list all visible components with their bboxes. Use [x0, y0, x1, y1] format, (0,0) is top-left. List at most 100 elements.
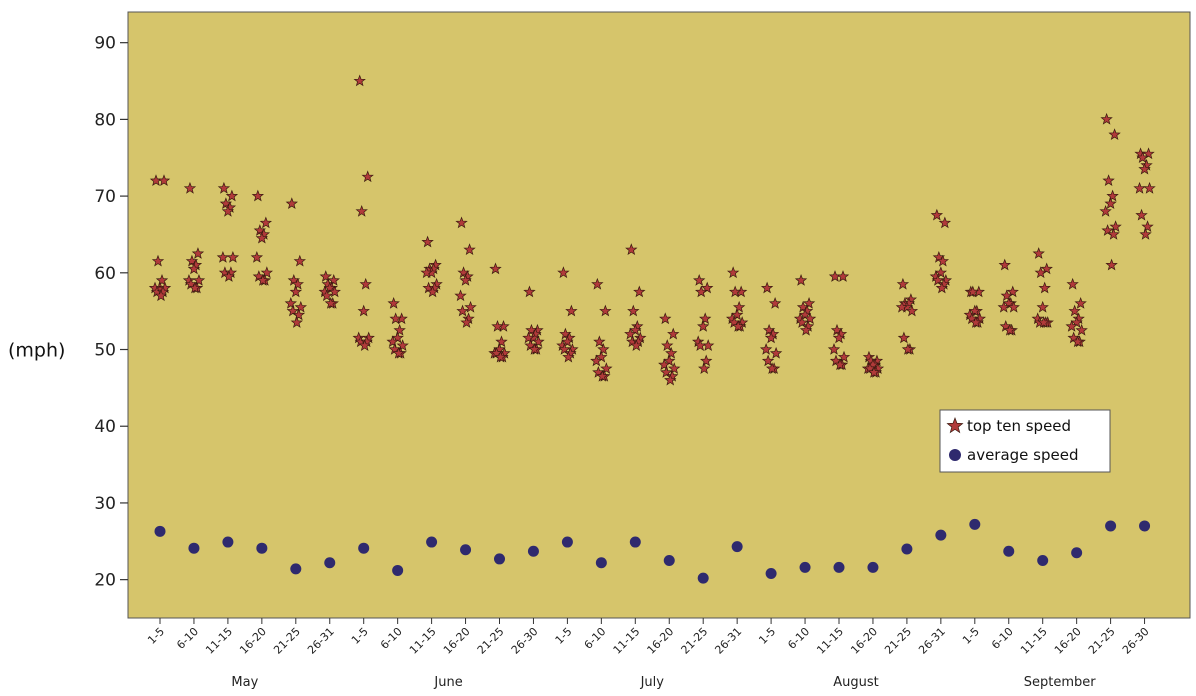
top-speed-star	[1133, 181, 1146, 194]
x-tick-label: 6-10	[378, 625, 405, 652]
top-speed-star	[1101, 224, 1114, 236]
top-speed-star	[930, 208, 944, 221]
top-speed-star	[795, 316, 809, 328]
top-speed-star	[896, 277, 910, 290]
top-speed-star	[565, 304, 578, 317]
top-speed-star	[624, 327, 637, 340]
x-tick-label: 26-31	[712, 625, 744, 657]
average-speed-dot	[222, 536, 234, 548]
x-tick-label: 1-5	[553, 625, 575, 647]
average-speed-dot	[494, 553, 505, 565]
average-speed-dot	[1071, 547, 1083, 559]
legend-label-top-speed: top ten speed	[967, 417, 1071, 435]
top-speed-star	[664, 373, 677, 386]
x-tick-label: 6-10	[174, 625, 201, 652]
average-speed-dot	[527, 545, 539, 557]
average-speed-dot	[901, 543, 913, 555]
top-speed-star	[290, 316, 303, 328]
average-speed-dot	[663, 554, 675, 566]
x-tick-label: 16-20	[645, 625, 677, 657]
top-speed-star	[1135, 208, 1148, 221]
top-speed-star	[658, 358, 671, 371]
top-speed-star	[217, 181, 231, 194]
top-speed-star	[1037, 316, 1050, 328]
top-speed-star	[260, 266, 274, 279]
top-speed-star	[259, 216, 273, 229]
top-speed-star	[460, 316, 473, 328]
x-tick-label: 26-31	[916, 625, 948, 657]
top-speed-star	[392, 346, 405, 359]
top-speed-star	[155, 273, 169, 286]
average-speed-dot	[1003, 545, 1015, 557]
average-speed-dot	[765, 568, 777, 580]
top-speed-star	[593, 335, 606, 348]
x-tick-label: 11-15	[203, 625, 235, 657]
top-speed-star	[1074, 296, 1087, 309]
average-speed-dot	[697, 572, 709, 584]
top-speed-star	[600, 362, 613, 374]
circle-icon	[949, 449, 961, 461]
average-speed-dot	[188, 542, 200, 554]
x-tick-label: 16-20	[1052, 625, 1084, 657]
top-speed-star	[661, 339, 674, 351]
x-tick-label: 6-10	[785, 625, 812, 652]
top-speed-star	[997, 300, 1010, 313]
top-speed-star	[660, 366, 673, 378]
x-tick-label: 26-31	[305, 625, 337, 657]
top-speed-star	[599, 304, 612, 317]
top-speed-star	[188, 281, 202, 294]
average-speed-dot	[833, 561, 845, 573]
top-speed-star	[151, 254, 165, 267]
top-speed-star	[291, 277, 304, 290]
top-speed-star	[633, 285, 646, 298]
top-speed-star	[358, 339, 371, 351]
month-label: June	[433, 675, 462, 690]
x-tick-label: 11-15	[1018, 625, 1050, 657]
top-speed-star	[938, 216, 952, 229]
x-tick-label: 1-5	[349, 625, 371, 647]
top-speed-star	[327, 273, 340, 286]
month-label: May	[231, 675, 258, 690]
top-speed-star	[221, 204, 235, 217]
top-speed-star	[1108, 128, 1121, 140]
top-speed-star	[700, 354, 713, 367]
month-label: July	[640, 675, 665, 690]
y-tick-label: 80	[94, 110, 116, 130]
top-speed-star	[827, 343, 841, 355]
legend-box	[939, 409, 1111, 473]
top-speed-star	[426, 285, 439, 298]
average-speed-dot	[460, 544, 472, 556]
top-speed-star	[1105, 258, 1118, 271]
top-speed-star	[1139, 227, 1152, 240]
top-speed-star	[966, 285, 979, 298]
y-tick-label: 40	[94, 417, 116, 437]
top-speed-star	[455, 216, 468, 229]
x-tick-label: 11-15	[611, 625, 643, 657]
y-tick-label: 20	[94, 571, 116, 591]
x-tick-label: 11-15	[407, 625, 439, 657]
y-tick-label: 70	[94, 187, 116, 207]
top-speed-star	[355, 204, 368, 217]
top-speed-star	[836, 270, 850, 282]
top-speed-star	[320, 289, 333, 302]
top-speed-star	[250, 250, 264, 263]
top-speed-star	[1143, 181, 1156, 194]
top-speed-star	[1032, 247, 1045, 259]
top-speed-star	[459, 273, 472, 286]
top-speed-star	[1104, 197, 1117, 210]
x-tick-label: 16-20	[848, 625, 880, 657]
top-speed-star	[935, 281, 949, 294]
average-speed-dot	[867, 561, 879, 573]
top-speed-star	[630, 339, 643, 351]
top-speed-star	[528, 343, 541, 355]
average-speed-dot	[799, 561, 811, 573]
y-tick-label: 60	[94, 264, 116, 284]
top-speed-star	[558, 343, 571, 355]
top-speed-star	[562, 350, 575, 363]
plot-area	[127, 11, 1191, 619]
top-speed-star	[393, 323, 406, 336]
top-speed-star	[464, 300, 477, 313]
top-speed-star	[1038, 281, 1051, 294]
x-tick-label: 1-5	[145, 625, 167, 647]
